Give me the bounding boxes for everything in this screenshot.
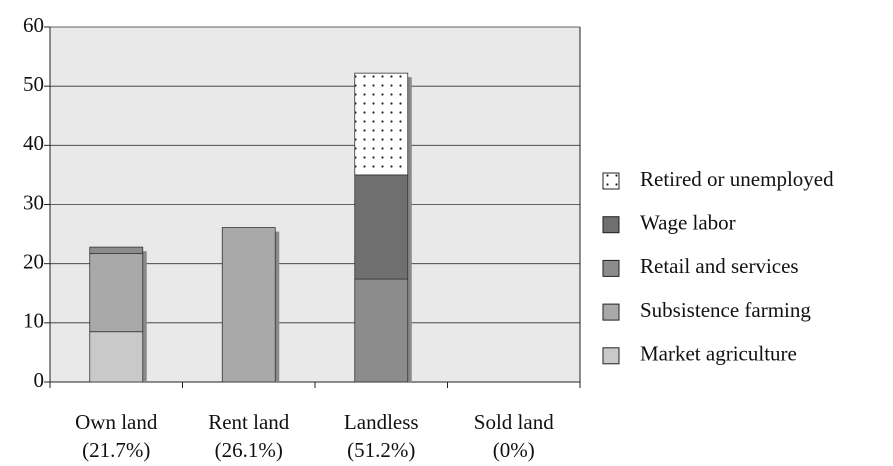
x-tick-label: Landless — [344, 410, 419, 434]
bar-segment — [354, 72, 409, 176]
legend-swatch — [602, 216, 620, 234]
bar-segment — [354, 278, 409, 383]
y-tick-label: 40 — [23, 131, 44, 155]
x-tick-share: (26.1%) — [215, 438, 283, 462]
bar-segment — [89, 253, 144, 333]
y-tick-label: 0 — [34, 368, 45, 392]
bar-segment — [89, 246, 144, 255]
x-tick-share: (0%) — [493, 438, 535, 462]
legend-swatch — [602, 347, 620, 365]
legend-swatch — [602, 172, 620, 190]
bar-segment — [221, 227, 276, 383]
x-tick-label: Rent land — [208, 410, 290, 434]
x-tick-share: (51.2%) — [347, 438, 415, 462]
legend-label: Market agriculture — [640, 342, 797, 366]
y-tick-label: 10 — [23, 309, 44, 333]
bar-segment — [89, 331, 144, 383]
x-tick-label: Own land — [75, 410, 158, 434]
y-tick-label: 30 — [23, 190, 44, 214]
legend-swatch — [602, 259, 620, 277]
bar-segment — [354, 174, 409, 280]
y-tick-label: 60 — [23, 13, 44, 37]
legend-label: Retired or unemployed — [640, 167, 834, 191]
legend-swatch — [602, 303, 620, 321]
legend-label: Wage labor — [640, 211, 736, 235]
legend-label: Retail and services — [640, 254, 799, 278]
x-tick-share: (21.7%) — [82, 438, 150, 462]
legend-label: Subsistence farming — [640, 298, 811, 322]
x-tick-label: Sold land — [474, 410, 554, 434]
y-tick-label: 50 — [23, 72, 44, 96]
y-tick-label: 20 — [23, 249, 44, 273]
